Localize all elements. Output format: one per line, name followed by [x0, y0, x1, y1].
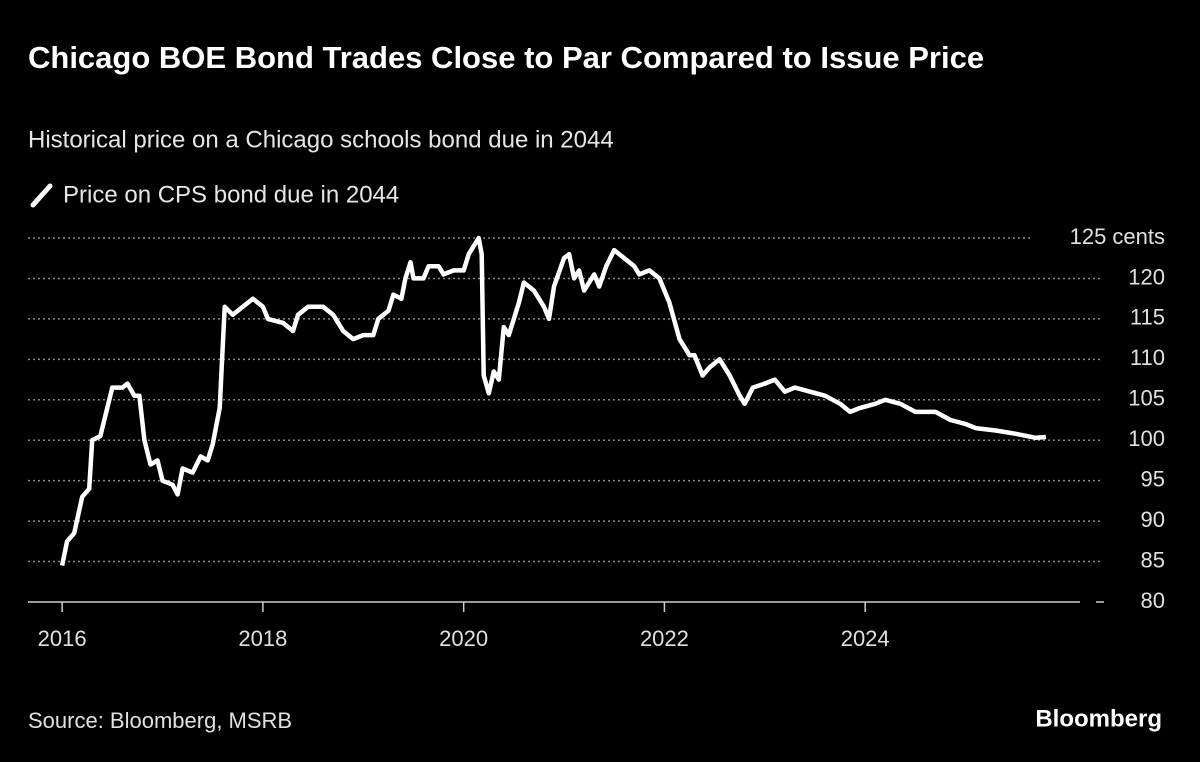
y-tick-label: 120 — [1128, 264, 1165, 289]
x-tick-label: 2024 — [841, 626, 890, 651]
x-tick-label: 2018 — [238, 626, 287, 651]
y-tick-label: 115 — [1130, 305, 1165, 330]
y-tick-label: 105 — [1128, 386, 1165, 411]
y-tick-label: 85 — [1141, 547, 1165, 572]
chart-subtitle: Historical price on a Chicago schools bo… — [28, 126, 614, 153]
y-tick-label: 125 cents — [1070, 224, 1165, 249]
y-tick-label: 110 — [1130, 345, 1165, 370]
chart-title: Chicago BOE Bond Trades Close to Par Com… — [28, 40, 984, 75]
x-tick-label: 2016 — [38, 626, 87, 651]
legend-swatch — [30, 183, 53, 208]
legend-label: Price on CPS bond due in 2044 — [63, 181, 399, 208]
y-tick-label: 100 — [1128, 426, 1165, 451]
price-line — [59, 235, 1047, 567]
y-tick-label: 80 — [1141, 588, 1165, 613]
source: Source: Bloomberg, MSRB — [28, 708, 292, 733]
y-tick-label: 95 — [1141, 466, 1165, 491]
x-tick-label: 2022 — [640, 626, 689, 651]
x-tick-label: 2020 — [439, 626, 488, 651]
brand: Bloomberg — [1035, 705, 1162, 732]
y-tick-label: 90 — [1141, 507, 1165, 532]
